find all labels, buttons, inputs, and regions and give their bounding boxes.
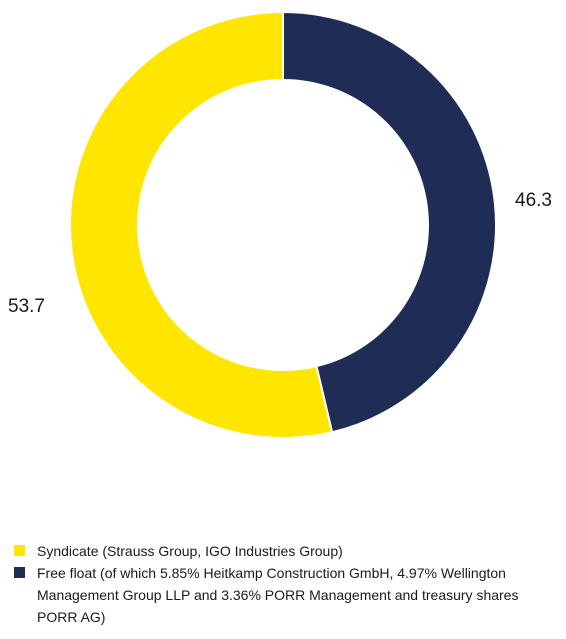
legend-label-syndicate: Syndicate (Strauss Group, IGO Industries…: [37, 543, 343, 559]
value-label-1: 53.7: [8, 296, 45, 317]
value-labels: 46.3 53.7: [8, 190, 552, 317]
legend-item-free-float: Free float (of which 5.85% Heitkamp Cons…: [14, 562, 554, 628]
value-label-0: 46.3: [515, 190, 552, 211]
donut-chart: 46.3 53.7: [8, 10, 552, 439]
donut-slice-0: [282, 10, 497, 434]
legend-swatch-free-float: [14, 567, 25, 578]
legend-item-syndicate: Syndicate (Strauss Group, IGO Industries…: [14, 540, 554, 562]
donut-slices: [69, 10, 497, 439]
donut-slice-1: [69, 10, 334, 439]
chart-legend: Syndicate (Strauss Group, IGO Industries…: [14, 540, 554, 628]
legend-label-free-float: Free float (of which 5.85% Heitkamp Cons…: [37, 565, 519, 625]
legend-swatch-syndicate: [14, 545, 25, 556]
